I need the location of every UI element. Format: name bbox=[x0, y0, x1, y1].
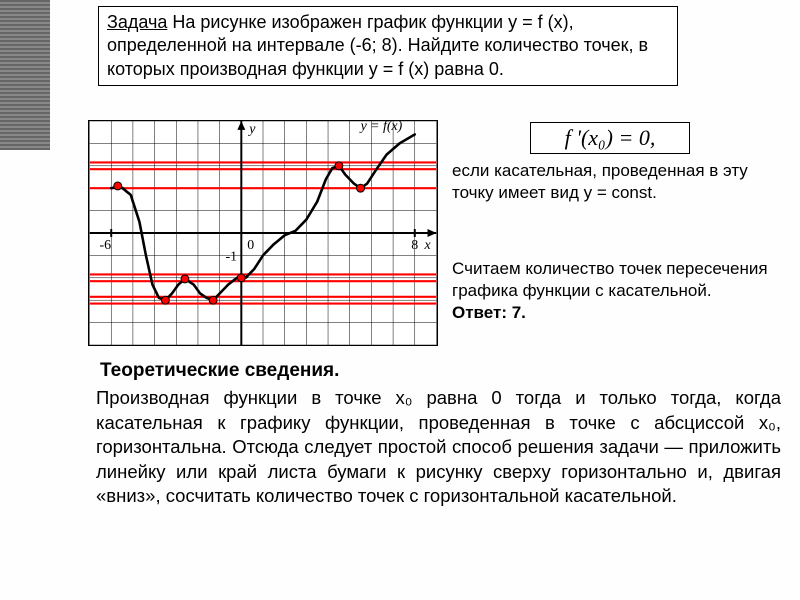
svg-text:y = f(x): y = f(x) bbox=[359, 120, 403, 134]
derivative-formula: f '(x₀) = 0, bbox=[530, 122, 690, 154]
svg-text:-1: -1 bbox=[225, 249, 237, 264]
decorative-stripe bbox=[0, 0, 50, 150]
problem-label: Задача bbox=[107, 12, 167, 32]
svg-text:8: 8 bbox=[411, 238, 418, 253]
problem-statement: Задача На рисунке изображен график функц… bbox=[98, 6, 678, 86]
theory-body: Производная функции в точке x₀ равна 0 т… bbox=[96, 386, 781, 509]
theory-heading: Теоретические сведения. bbox=[100, 360, 339, 382]
side-note-2: Считаем количество точек пересечения гра… bbox=[452, 258, 782, 323]
function-graph: y x 0 -6 8 -1 y = f(x) bbox=[88, 120, 438, 346]
side-note-1: если касательная, проведенная в эту точк… bbox=[452, 160, 782, 204]
svg-text:-6: -6 bbox=[100, 238, 112, 253]
problem-text: На рисунке изображен график функции y = … bbox=[107, 12, 648, 79]
svg-text:y: y bbox=[247, 122, 256, 137]
answer-text: Ответ: 7. bbox=[452, 303, 526, 322]
svg-text:0: 0 bbox=[247, 238, 254, 253]
svg-text:x: x bbox=[424, 238, 432, 253]
